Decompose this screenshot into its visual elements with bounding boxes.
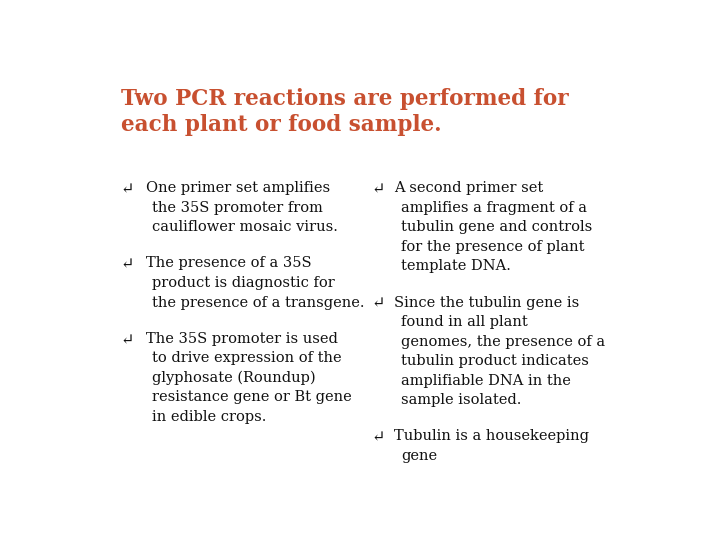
Text: sample isolated.: sample isolated. bbox=[401, 393, 521, 407]
Text: the presence of a transgene.: the presence of a transgene. bbox=[153, 295, 365, 309]
Text: amplifies a fragment of a: amplifies a fragment of a bbox=[401, 201, 587, 215]
Text: product is diagnostic for: product is diagnostic for bbox=[153, 276, 336, 290]
Text: The presence of a 35S: The presence of a 35S bbox=[145, 256, 312, 271]
Text: One primer set amplifies: One primer set amplifies bbox=[145, 181, 330, 195]
Text: amplifiable DNA in the: amplifiable DNA in the bbox=[401, 374, 571, 388]
Text: ↵: ↵ bbox=[372, 181, 385, 198]
Text: resistance gene or Bt gene: resistance gene or Bt gene bbox=[153, 390, 352, 404]
Text: ↵: ↵ bbox=[372, 295, 385, 313]
Text: in edible crops.: in edible crops. bbox=[153, 410, 267, 424]
Text: gene: gene bbox=[401, 449, 437, 463]
Text: ↵: ↵ bbox=[121, 181, 134, 198]
Text: for the presence of plant: for the presence of plant bbox=[401, 240, 585, 254]
Text: The 35S promoter is used: The 35S promoter is used bbox=[145, 332, 338, 346]
Text: Since the tubulin gene is: Since the tubulin gene is bbox=[394, 295, 580, 309]
Text: glyphosate (Roundup): glyphosate (Roundup) bbox=[153, 371, 316, 385]
Text: Two PCR reactions are performed for
each plant or food sample.: Two PCR reactions are performed for each… bbox=[121, 87, 568, 136]
Text: ↵: ↵ bbox=[121, 256, 134, 273]
Text: to drive expression of the: to drive expression of the bbox=[153, 352, 342, 365]
Text: tubulin product indicates: tubulin product indicates bbox=[401, 354, 589, 368]
Text: ↵: ↵ bbox=[372, 429, 385, 447]
FancyBboxPatch shape bbox=[81, 58, 657, 487]
Text: Tubulin is a housekeeping: Tubulin is a housekeeping bbox=[394, 429, 589, 443]
Text: ↵: ↵ bbox=[121, 332, 134, 349]
Text: genomes, the presence of a: genomes, the presence of a bbox=[401, 335, 605, 349]
Text: cauliflower mosaic virus.: cauliflower mosaic virus. bbox=[153, 220, 338, 234]
Text: tubulin gene and controls: tubulin gene and controls bbox=[401, 220, 592, 234]
Text: the 35S promoter from: the 35S promoter from bbox=[153, 201, 323, 215]
Text: template DNA.: template DNA. bbox=[401, 259, 510, 273]
Text: found in all plant: found in all plant bbox=[401, 315, 528, 329]
Text: A second primer set: A second primer set bbox=[394, 181, 544, 195]
